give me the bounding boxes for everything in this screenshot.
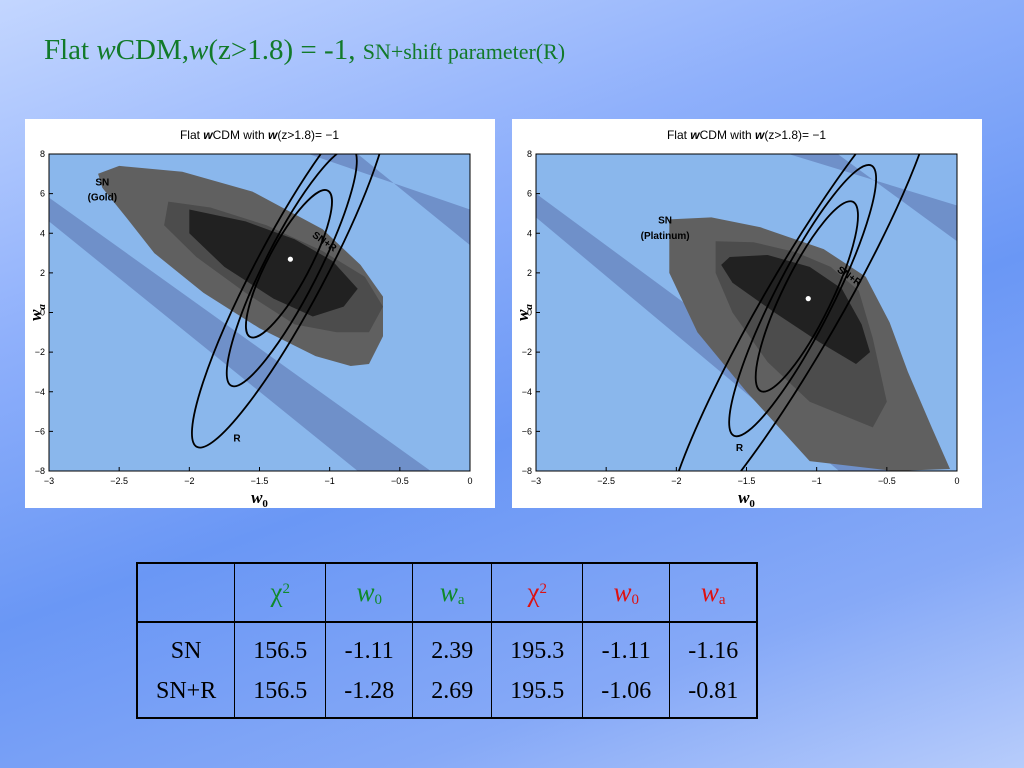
x-tick-label: 0 (467, 476, 472, 486)
table-header-cell: w0 (325, 563, 414, 623)
x-tick-label: −1.5 (738, 476, 756, 486)
plot-area: SN(Platinum)SN+RR (536, 154, 957, 471)
table-cell: -1.28 (325, 671, 414, 718)
table-cell: 156.5 (234, 671, 327, 718)
y-tick-label: 4 (40, 228, 45, 238)
x-tick-label: −3 (44, 476, 54, 486)
table-header-empty (136, 563, 236, 623)
table-header-cell: χ2 (491, 563, 584, 623)
table-cell: 156.5 (234, 622, 327, 671)
title-cdm: CDM, (115, 34, 190, 66)
table-cell: -1.11 (325, 622, 414, 671)
y-tick-label: −4 (35, 387, 45, 397)
table-cell: 195.3 (491, 622, 584, 671)
table-row: SN+R 156.5 -1.28 2.69 195.5 -1.06 -0.81 (136, 671, 758, 718)
table-header-cell: χ2 (234, 563, 327, 623)
x-tick-label: −2.5 (110, 476, 128, 486)
x-tick-label: −2.5 (597, 476, 615, 486)
x-tick-label: 0 (954, 476, 959, 486)
x-tick-label: −2 (671, 476, 681, 486)
chart-panel-gold: Flat wCDM with w(z>1.8)= −1 SN (Gold) SN+R R… (25, 119, 495, 508)
title-condition: (z>1.8) = -1, (208, 34, 363, 66)
row-label: SN+R (136, 671, 236, 718)
chart-annotation: (Gold) (88, 193, 117, 204)
chart-title: Flat wCDM with w(z>1.8)= −1 (667, 128, 826, 142)
slide-title: Flat wCDM,w(z>1.8) = -1, SN+shift parame… (44, 34, 565, 67)
table-cell: -1.16 (669, 622, 758, 671)
table-cell: 2.69 (412, 671, 493, 718)
chart-panel-platinum: Flat wCDM with w(z>1.8)= −1 SN (Platinum) S… (512, 119, 982, 508)
x-tick-label: −1 (325, 476, 335, 486)
chart-annotation: R (736, 443, 744, 454)
x-axis-label: w0 (738, 488, 755, 508)
x-tick-label: −2 (184, 476, 194, 486)
y-tick-label: 6 (40, 189, 45, 199)
table-cell: -1.06 (582, 671, 671, 718)
y-tick-label: 2 (527, 268, 532, 278)
table-row: SN 156.5 -1.11 2.39 195.3 -1.11 -1.16 (136, 622, 758, 671)
table-header-row: χ2 w0 wa χ2 w0 wa (136, 563, 758, 623)
contour-chart-gold: Flat wCDM with w(z>1.8)= −1SN(Gold)SN+RR… (26, 128, 473, 508)
sn-r-contour (665, 154, 935, 471)
sn-r-contour (754, 200, 859, 393)
y-tick-label: 6 (527, 189, 532, 199)
r-band-region (788, 154, 957, 242)
y-tick-label: 0 (527, 308, 532, 318)
x-tick-label: −0.5 (878, 476, 896, 486)
chart-annotation: R (233, 433, 241, 444)
chart-annotation: (Platinum) (641, 231, 690, 242)
y-tick-label: 2 (40, 268, 45, 278)
best-fit-point (805, 296, 811, 302)
chart-title: Flat wCDM with w(z>1.8)= −1 (180, 128, 339, 142)
table-cell: 2.39 (412, 622, 493, 671)
x-tick-label: −1.5 (251, 476, 269, 486)
chart-annotation: SN (658, 215, 672, 226)
y-axis-label: wa (26, 304, 48, 321)
y-tick-label: −8 (522, 466, 532, 476)
sn-r-contour (245, 189, 333, 339)
y-axis-label: wa (513, 304, 535, 321)
table-cell: -1.11 (582, 622, 671, 671)
title-w-symbol: w (189, 34, 209, 66)
x-tick-label: −0.5 (391, 476, 409, 486)
y-tick-label: 4 (527, 228, 532, 238)
sn-r-contour (191, 154, 390, 449)
y-tick-label: −8 (35, 466, 45, 476)
x-tick-label: −1 (812, 476, 822, 486)
title-subtext: SN+shift parameter(R) (362, 39, 566, 64)
table-header-cell: w0 (582, 563, 671, 623)
y-tick-label: −6 (522, 426, 532, 436)
title-w-symbol: w (96, 34, 116, 66)
y-tick-label: −4 (522, 387, 532, 397)
y-tick-label: −2 (35, 347, 45, 357)
x-axis-label: w0 (251, 488, 268, 508)
sn-r-contour (728, 164, 878, 438)
chart-annotation: SN (95, 178, 109, 189)
y-tick-label: 0 (40, 308, 45, 318)
sn-r-contour (225, 154, 358, 388)
sn-1sigma-region (721, 255, 870, 364)
results-table: χ2 w0 wa χ2 w0 wa SN 156.5 -1.11 2.39 19… (136, 562, 759, 719)
plot-area: SN(Gold)SN+RR (49, 154, 470, 471)
title-prefix: Flat (44, 34, 97, 66)
table-cell: -0.81 (669, 671, 758, 718)
table-header-cell: wa (412, 563, 493, 623)
best-fit-point (287, 256, 293, 262)
r-band-region (308, 154, 470, 246)
row-label: SN (136, 622, 236, 671)
y-tick-label: −2 (522, 347, 532, 357)
y-tick-label: 8 (527, 149, 532, 159)
y-tick-label: −6 (35, 426, 45, 436)
x-tick-label: −3 (531, 476, 541, 486)
table-cell: 195.5 (491, 671, 584, 718)
table-header-cell: wa (669, 563, 758, 623)
sn-1sigma-region (189, 209, 358, 317)
contour-chart-platinum: Flat wCDM with w(z>1.8)= −1SN(Platinum)S… (513, 128, 960, 508)
y-tick-label: 8 (40, 149, 45, 159)
